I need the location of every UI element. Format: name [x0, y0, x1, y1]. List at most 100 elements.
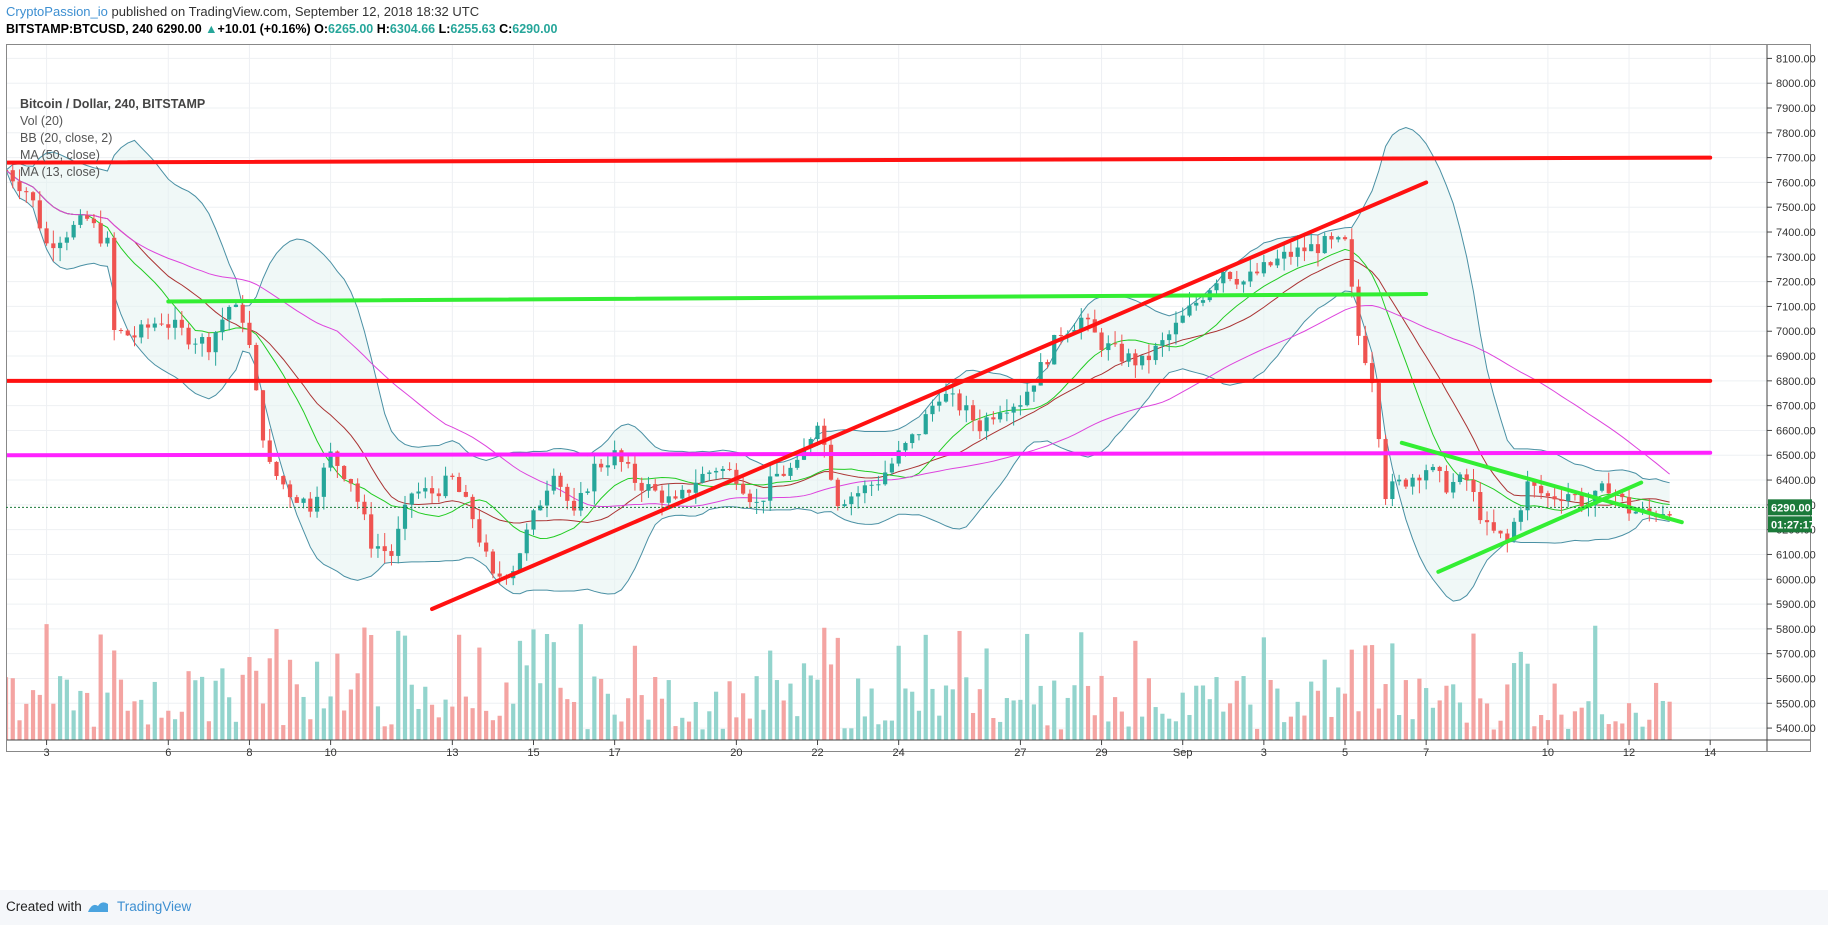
candle-body [1025, 391, 1030, 406]
volume-bar [1336, 687, 1341, 740]
legend-item-bb[interactable]: BB (20, close, 2) [20, 131, 113, 145]
candle-body [531, 510, 536, 530]
open-value: 6265.00 [328, 22, 374, 36]
candle-body [984, 417, 989, 432]
price-tick-label: 7200.00 [1776, 277, 1816, 289]
volume-bar [923, 634, 928, 740]
volume-bar [1282, 722, 1287, 740]
candle-body [741, 483, 746, 494]
legend-item-ma50[interactable]: MA (50, close) [20, 148, 100, 162]
candle-body [1349, 239, 1354, 287]
volume-bar [1119, 711, 1124, 740]
volume-bar [815, 679, 820, 740]
volume-bar [436, 717, 441, 740]
candle-body [632, 463, 638, 483]
candle-body [382, 546, 387, 552]
candle-body [132, 335, 137, 338]
candle-body [10, 170, 15, 182]
candle-body [937, 401, 942, 406]
candle-body [1079, 317, 1084, 331]
price-axis[interactable]: 5400.00 5500.00 5600.00 5700.00 5800.00 5900.… [1767, 53, 1816, 735]
volume-bar [1214, 677, 1219, 740]
candle-body [991, 417, 996, 420]
volume-bar [1275, 688, 1280, 740]
candle-body [463, 491, 468, 497]
candle-body [118, 329, 124, 331]
candle-body [220, 319, 225, 333]
candle-body [1085, 317, 1091, 320]
candle-body [1153, 345, 1158, 361]
candle-body [369, 514, 374, 549]
volume-bar [1478, 698, 1483, 740]
volume-bar [964, 677, 969, 740]
candle-body [1038, 362, 1043, 386]
candle-body [112, 237, 117, 330]
candle-body [1241, 281, 1246, 285]
candle-body [1444, 471, 1449, 493]
candle-body [896, 450, 901, 464]
volume-bar [707, 711, 712, 740]
volume-bar [274, 629, 279, 740]
candle-body [673, 496, 678, 499]
volume-bar [254, 670, 259, 740]
indicator-legend[interactable]: Bitcoin / Dollar, 240, BITSTAMP Vol (20)… [20, 96, 205, 181]
volume-bar [348, 689, 353, 740]
volume-bar [1092, 715, 1097, 740]
volume-bar [396, 630, 401, 740]
volume-bar [889, 720, 895, 740]
volume-bar [585, 729, 590, 740]
candle-body [247, 322, 252, 345]
author-link[interactable]: CryptoPassion_io [6, 4, 108, 19]
volume-bar [538, 683, 543, 740]
volume-bar [24, 703, 29, 740]
candle-body [1004, 412, 1009, 414]
price-tick-label: 6400.00 [1776, 475, 1816, 487]
candle-body [592, 463, 597, 492]
tradingview-link[interactable]: TradingView [117, 899, 192, 914]
last-price-tag-bg [1768, 499, 1812, 516]
volume-bar [632, 645, 638, 740]
volume-bar [544, 633, 550, 740]
candle-body [1424, 470, 1429, 481]
chart-frame[interactable]: 5400.00 5500.00 5600.00 5700.00 5800.00 5900.… [6, 44, 1816, 890]
volume-bar [720, 728, 725, 740]
volume-bar [484, 710, 489, 740]
candle-body [436, 493, 441, 497]
candle-body [1667, 514, 1672, 516]
legend-item-volume[interactable]: Vol (20) [20, 114, 64, 128]
candle-body [166, 324, 171, 328]
volume-bar [1363, 645, 1368, 740]
trendline [166, 292, 1429, 304]
volume-bar [389, 724, 394, 740]
volume-bar [1268, 679, 1273, 740]
volume-bar [781, 700, 786, 740]
volume-bar [247, 657, 252, 740]
volume-bar [1025, 633, 1030, 740]
volume-bar [166, 710, 171, 740]
candle-body [828, 444, 834, 480]
candle-body [159, 323, 164, 325]
legend-item-ma13[interactable]: MA (13, close) [20, 165, 100, 179]
candle-body [206, 337, 211, 353]
candle-body [889, 463, 895, 473]
high-value: 6304.66 [389, 22, 436, 36]
volume-bar [1457, 702, 1463, 740]
candle-body [1539, 485, 1544, 494]
price-chart[interactable]: 5400.00 5500.00 5600.00 5700.00 5800.00 5900.… [6, 44, 1816, 890]
candle-body [1545, 493, 1550, 497]
candle-body [490, 551, 496, 574]
ma13-line [6, 169, 1670, 539]
candle-body [6, 170, 9, 172]
candle-body [193, 343, 198, 345]
candle-body [91, 218, 97, 224]
candle-body [686, 489, 692, 493]
candle-body [355, 483, 360, 502]
volume-bar [17, 720, 22, 740]
volume-bar [457, 634, 462, 740]
volume-bar [287, 659, 293, 740]
time-axis[interactable]: 3 6 8 10 13 15 17 20 22 24 27 29 Sep 3 5 7 10 12 14 [44, 740, 1717, 759]
time-tick-label: 22 [811, 747, 823, 759]
candle-body [551, 475, 556, 491]
volume-bar [1579, 707, 1584, 740]
volume-bar [700, 729, 705, 740]
